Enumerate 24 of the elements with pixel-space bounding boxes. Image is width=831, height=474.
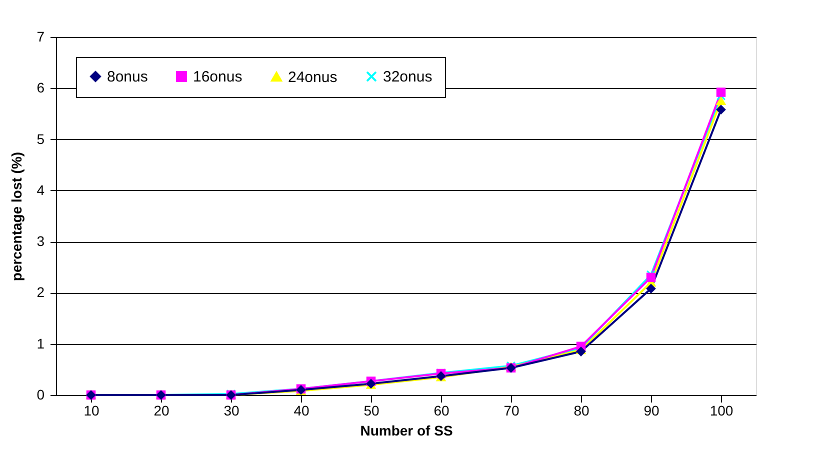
y-tick-label: 1 bbox=[36, 335, 45, 352]
x-tick-label: 100 bbox=[710, 402, 734, 418]
y-tick-label: 6 bbox=[36, 80, 45, 96]
x-axis-title: Number of SS bbox=[360, 422, 453, 438]
x-tick-label: 20 bbox=[154, 402, 170, 418]
y-tick-label: 0 bbox=[36, 386, 45, 402]
y-axis-title: percentage lost (%) bbox=[8, 152, 25, 282]
x-tick-label: 40 bbox=[294, 402, 310, 418]
legend-label: 24onus bbox=[288, 68, 338, 86]
x-tick-label: 90 bbox=[644, 402, 660, 418]
x-tick-label: 30 bbox=[224, 402, 240, 418]
x-tick-label: 60 bbox=[434, 402, 450, 418]
y-tick-label: 3 bbox=[36, 233, 45, 250]
x-tick-label: 50 bbox=[364, 402, 380, 418]
legend-label: 16onus bbox=[193, 68, 242, 86]
y-tick-label: 5 bbox=[36, 130, 45, 147]
x-tick-label: 70 bbox=[504, 402, 520, 418]
x-tick-label: 80 bbox=[574, 402, 590, 418]
y-tick-label: 2 bbox=[36, 284, 45, 300]
legend-label: 32onus bbox=[383, 68, 432, 86]
y-tick-label: 4 bbox=[36, 182, 45, 198]
legend-label: 8onus bbox=[107, 68, 148, 86]
y-tick-label: 7 bbox=[36, 28, 45, 44]
x-tick-label: 10 bbox=[84, 402, 100, 418]
